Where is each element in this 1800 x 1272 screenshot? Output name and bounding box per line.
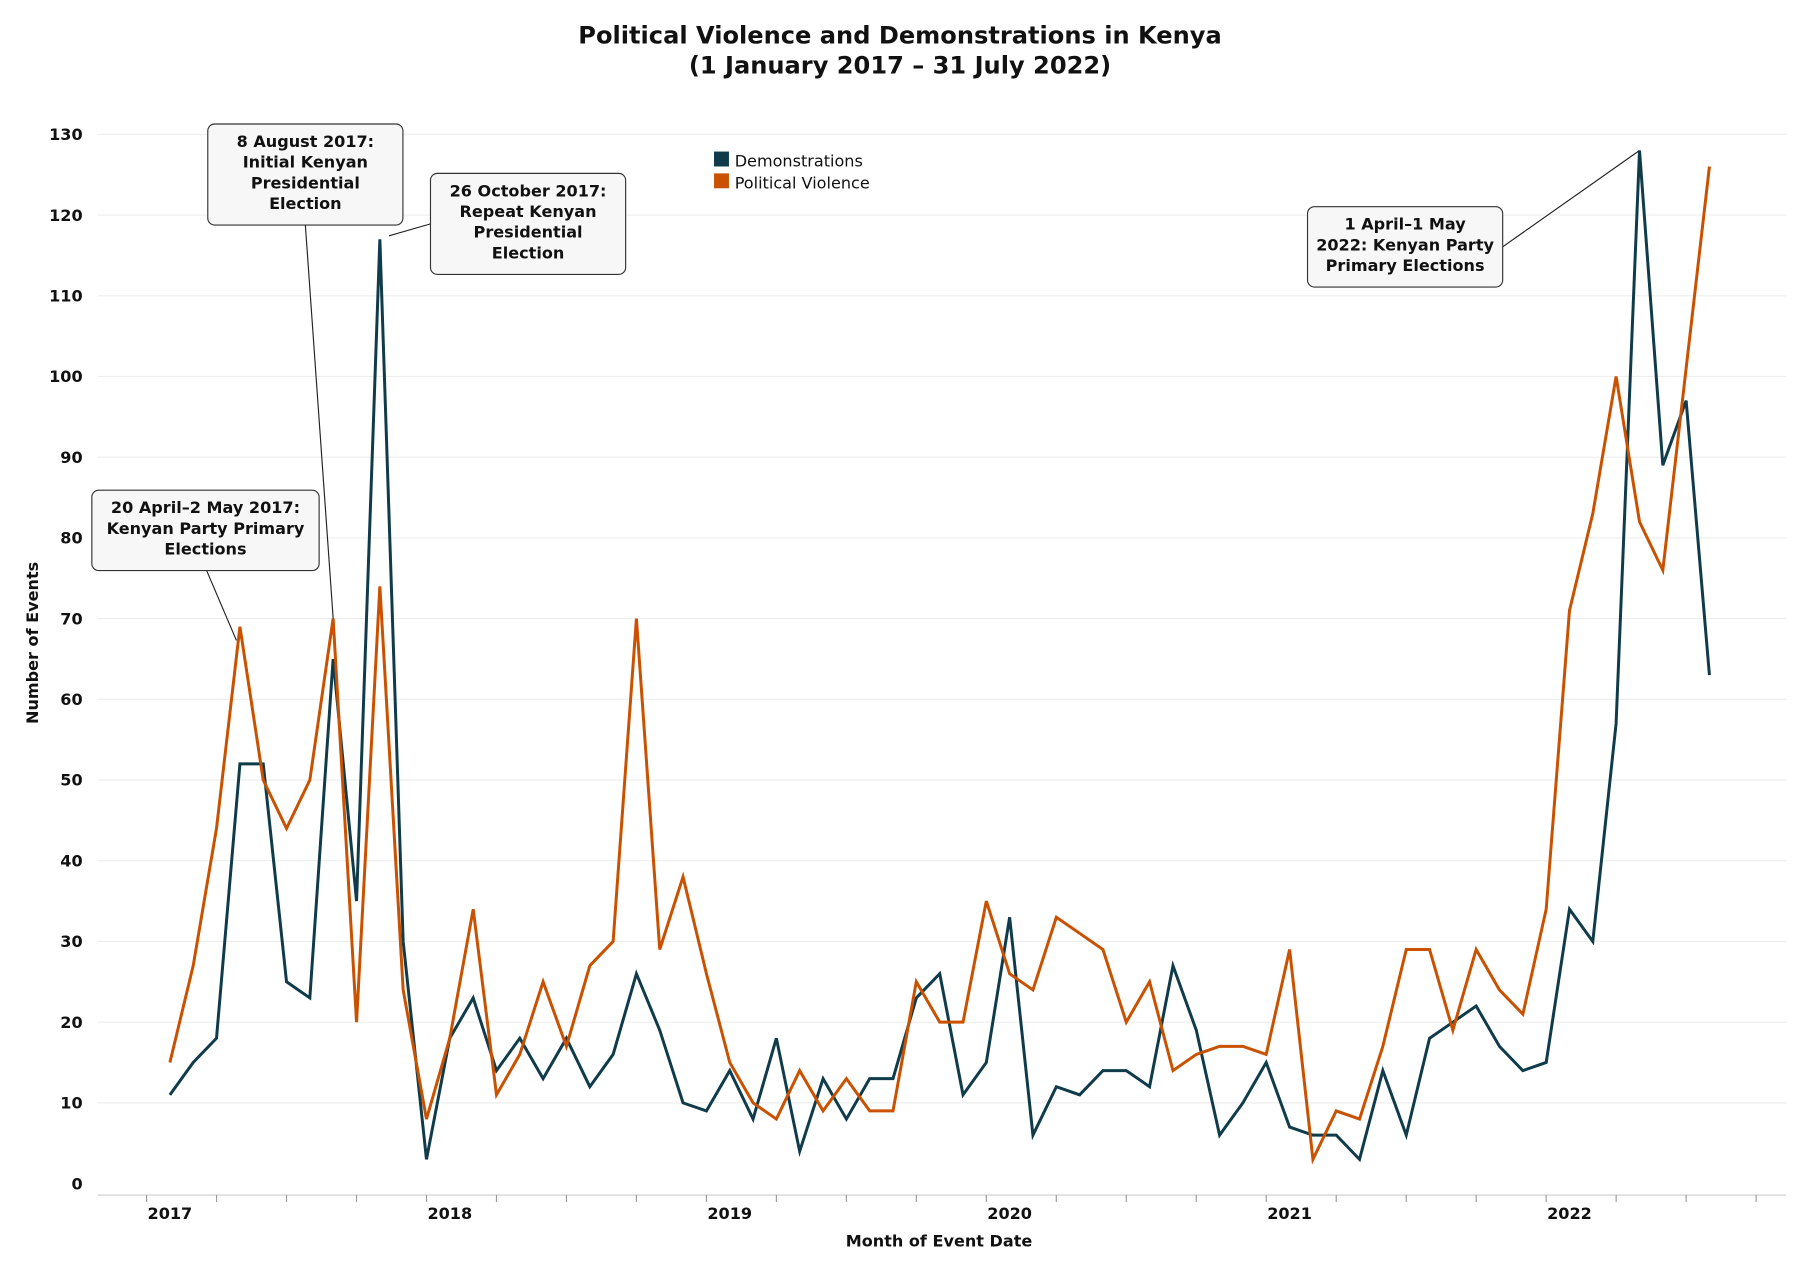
- annotation-text: Presidential: [474, 223, 583, 242]
- y-tick-label: 10: [60, 1094, 82, 1113]
- series-lines: [168, 150, 1711, 1165]
- annotation: 20 April–2 May 2017: Kenyan Party Primary…: [91, 489, 320, 641]
- legend-label-demonstrations: Demonstrations: [735, 151, 863, 170]
- annotation-text: Election: [269, 194, 342, 213]
- annotation-text: Primary Elections: [1326, 256, 1485, 275]
- annotation-box: [1306, 206, 1504, 288]
- annotation-box: [91, 489, 320, 572]
- annotation-leader-line: [1502, 150, 1640, 248]
- annotation-leader-line: [304, 224, 334, 619]
- y-tick-label: 90: [60, 448, 82, 467]
- y-tick-label: 50: [60, 771, 82, 790]
- y-tick-label: 130: [49, 125, 83, 144]
- annotation: 8 August 2017: Initial KenyanPresidential…: [207, 123, 404, 619]
- x-tick-label: 2018: [427, 1204, 472, 1223]
- legend: Demonstrations Political Violence: [714, 151, 870, 192]
- annotation-text: 2022: Kenyan Party: [1316, 235, 1494, 254]
- annotation-text: Election: [492, 243, 565, 262]
- y-tick-label: 40: [60, 851, 82, 870]
- y-tick-label: 70: [60, 609, 82, 628]
- y-tick-label: 60: [60, 690, 82, 709]
- annotation-text: Repeat Kenyan: [460, 202, 597, 221]
- annotation-text: 26 October 2017:: [450, 181, 607, 200]
- annotation-box: [429, 172, 627, 275]
- y-tick-label: 120: [49, 206, 83, 225]
- y-axis-label: Number of Events: [23, 562, 42, 724]
- annotation-text: Initial Kenyan: [243, 153, 368, 172]
- annotation-text: 1 April–1 May: [1344, 215, 1466, 234]
- x-axis: 2017 2018 2019 2020 2021 2022: [97, 1194, 1787, 1223]
- legend-label-political-violence: Political Violence: [735, 173, 870, 192]
- chart-title-line-1: Political Violence and Demonstrations in…: [578, 22, 1221, 50]
- y-tick-label: 20: [60, 1013, 82, 1032]
- series-line-political-violence: [168, 166, 1711, 1165]
- annotation-leader-line: [388, 223, 431, 237]
- legend-swatch-political-violence: [714, 173, 729, 189]
- chart-title-line-2: (1 January 2017 – 31 July 2022): [689, 52, 1111, 80]
- annotations: 20 April–2 May 2017: Kenyan Party Primary…: [91, 123, 1640, 641]
- y-tick-label: 0: [71, 1174, 82, 1193]
- x-tick-label: 2021: [1267, 1204, 1312, 1223]
- annotation-text: 8 August 2017:: [237, 132, 375, 151]
- series-line-demonstrations: [168, 150, 1711, 1163]
- y-tick-label: 100: [49, 367, 83, 386]
- annotation-text: Elections: [164, 539, 246, 558]
- x-tick-label: 2022: [1547, 1204, 1592, 1223]
- y-axis-ticks: 0 10 20 30 40 50 60 70 80 90 100 110 120 130: [49, 125, 83, 1193]
- x-tick-label: 2020: [987, 1204, 1032, 1223]
- y-tick-label: 110: [49, 287, 83, 306]
- annotation-text: 20 April–2 May 2017:: [111, 498, 300, 517]
- x-tick-label: 2017: [148, 1204, 193, 1223]
- annotation-text: Kenyan Party Primary: [107, 519, 305, 538]
- annotation: 26 October 2017: Repeat Kenyan Presidentia…: [388, 172, 627, 275]
- annotation-box: [207, 123, 404, 226]
- annotation-text: Presidential: [251, 173, 360, 192]
- gridlines: [97, 133, 1787, 1104]
- annotation-leader-line: [206, 570, 237, 641]
- legend-swatch-demonstrations: [714, 151, 729, 167]
- y-tick-label: 30: [60, 932, 82, 951]
- x-axis-label: Month of Event Date: [846, 1232, 1033, 1251]
- x-tick-label: 2019: [707, 1204, 752, 1223]
- y-tick-label: 80: [60, 529, 82, 548]
